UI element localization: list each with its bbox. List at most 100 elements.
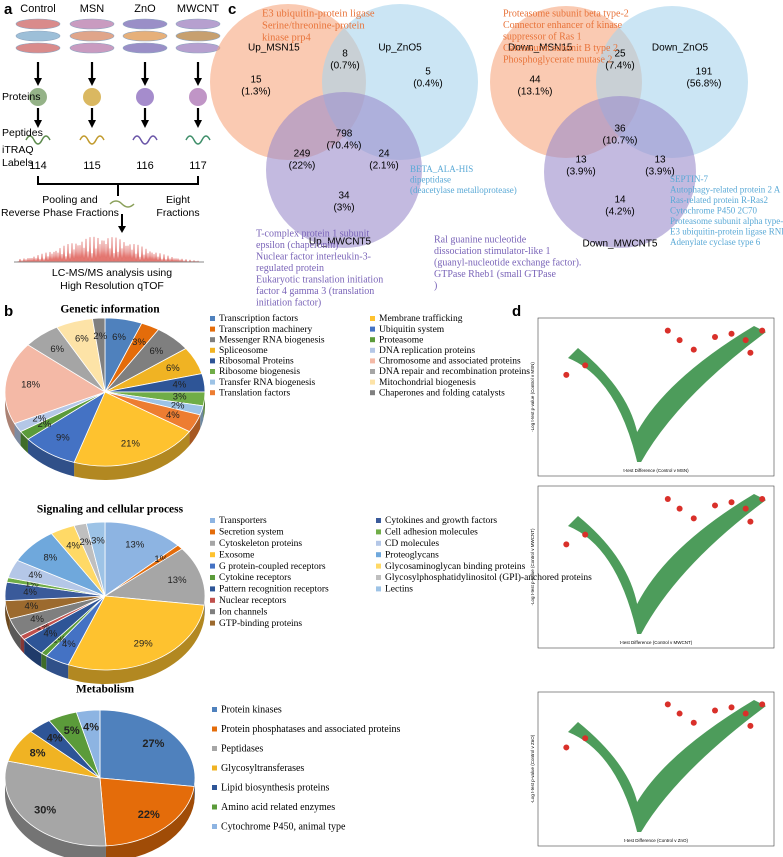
slice-label: 3%	[173, 392, 187, 403]
dish	[69, 18, 115, 30]
slice-label: 18%	[21, 380, 41, 391]
pie-side	[74, 431, 190, 480]
protein-blob	[136, 88, 154, 106]
panel-label: d	[512, 303, 521, 320]
pie-slice	[104, 521, 179, 597]
x-axis-label: t-test Difference (Control v MWCNT)	[620, 640, 693, 645]
arrowhead	[88, 120, 96, 128]
protein-note: Eukaryotic translation initiation	[256, 274, 383, 285]
region-count: 24	[378, 149, 390, 160]
legend-swatch	[370, 347, 375, 353]
protein-note: (deacetylase metalloprotease)	[410, 185, 517, 195]
highlight-point	[664, 495, 671, 502]
slice-label: 4%	[47, 733, 63, 745]
pie-side	[14, 423, 21, 446]
legend-label: Cytokine receptors	[219, 573, 291, 583]
legend-label: GTP-binding proteins	[219, 619, 302, 629]
slice-label: 6%	[149, 346, 163, 357]
legend-swatch	[370, 326, 375, 332]
peptides	[185, 135, 211, 145]
highlight-point	[712, 333, 718, 340]
step-label: Pooling and	[42, 194, 98, 206]
pie-side	[68, 605, 205, 684]
step-label: Proteins	[2, 91, 41, 103]
legend-swatch	[210, 358, 215, 364]
step-label: Labels	[2, 157, 33, 169]
legend-swatch	[210, 347, 215, 353]
protein-note: Phosphoglycerate mutase 2	[503, 54, 612, 65]
highlight-point	[759, 701, 766, 708]
legend-swatch	[210, 529, 215, 535]
slice-label: 3%	[91, 535, 105, 546]
legend-label: Messenger RNA biogenesis	[219, 335, 325, 345]
region-count: 13	[575, 155, 587, 166]
protein-note: Serine/threonine-protein	[262, 20, 365, 31]
pie-side	[5, 778, 106, 857]
highlight-point	[747, 518, 754, 525]
legend-swatch	[212, 824, 217, 829]
region-percent: (2.1%)	[369, 161, 398, 172]
arrowhead	[88, 78, 96, 86]
legend-swatch	[212, 726, 217, 732]
legend-swatch	[210, 597, 215, 603]
slice-label: 2%	[32, 413, 46, 424]
panel-label: c	[228, 1, 236, 18]
legend-label: Translation factors	[219, 387, 290, 398]
protein-note: Nuclear factor interleukin-3-	[256, 251, 371, 262]
slice-label: 4%	[43, 629, 57, 640]
spectrum	[17, 236, 200, 263]
dish	[175, 18, 221, 30]
legend-swatch	[212, 746, 217, 751]
dish	[69, 42, 115, 54]
slice-label: 8%	[43, 553, 57, 564]
set-label: Down_ZnO5	[652, 43, 709, 54]
highlight-point	[582, 362, 589, 369]
protein-note: GTPase Rheb1 (small GTPase	[434, 269, 556, 280]
protein-note: E3 ubiquitin-protein ligase RNF213	[670, 227, 783, 237]
group-label: MWCNT	[177, 3, 219, 15]
legend-swatch	[376, 563, 381, 569]
legend-swatch	[376, 552, 381, 558]
highlight-point	[712, 502, 718, 509]
itraq-label: 116	[136, 160, 154, 172]
set-label: Down_MWCNT5	[582, 239, 657, 250]
region-percent: (3.9%)	[645, 167, 674, 178]
highlight-point	[690, 719, 697, 726]
region-count: 191	[696, 67, 713, 78]
legend-label: Protein kinases	[221, 704, 282, 715]
group-label: MSN	[80, 3, 105, 15]
legend-swatch	[210, 563, 215, 569]
legend-label: Amino acid related enzymes	[221, 802, 335, 813]
highlight-point	[563, 371, 570, 378]
dish	[175, 30, 221, 42]
highlight-point	[690, 346, 697, 353]
legend-label: Protein phosphatases and associated prot…	[221, 724, 401, 735]
set-label: Down_MSN15	[508, 43, 573, 54]
arrowhead	[141, 120, 149, 128]
slice-label: 6%	[166, 363, 180, 374]
slice-label: 6%	[50, 344, 64, 355]
legend-swatch	[210, 609, 215, 615]
protein-note: SEPTIN-7	[670, 174, 708, 184]
highlight-point	[690, 515, 697, 522]
slice-label: 4%	[23, 587, 37, 598]
slice-label: 4%	[30, 614, 44, 625]
slice-label: 4%	[173, 380, 187, 391]
arrowhead	[34, 78, 42, 86]
legend-label: Chaperones and folding catalysts	[379, 387, 505, 398]
legend-label: DNA repair and recombination proteins	[379, 367, 530, 377]
slice-label: 6%	[112, 332, 126, 343]
pie-slice	[75, 709, 101, 779]
slice-label: 4%	[24, 601, 38, 612]
highlight-point	[728, 499, 735, 506]
region-count: 15	[250, 75, 262, 86]
set-label: Up_MSN15	[248, 43, 300, 54]
arrowhead	[141, 78, 149, 86]
plot-frame	[537, 317, 775, 477]
legend-swatch	[210, 390, 215, 396]
protein-note: dissociation stimulator-like 1	[434, 246, 550, 257]
pie-side	[105, 786, 195, 857]
region-percent: (13.1%)	[517, 87, 552, 98]
slice-label: 1%	[154, 554, 168, 565]
region-count: 14	[614, 195, 626, 206]
